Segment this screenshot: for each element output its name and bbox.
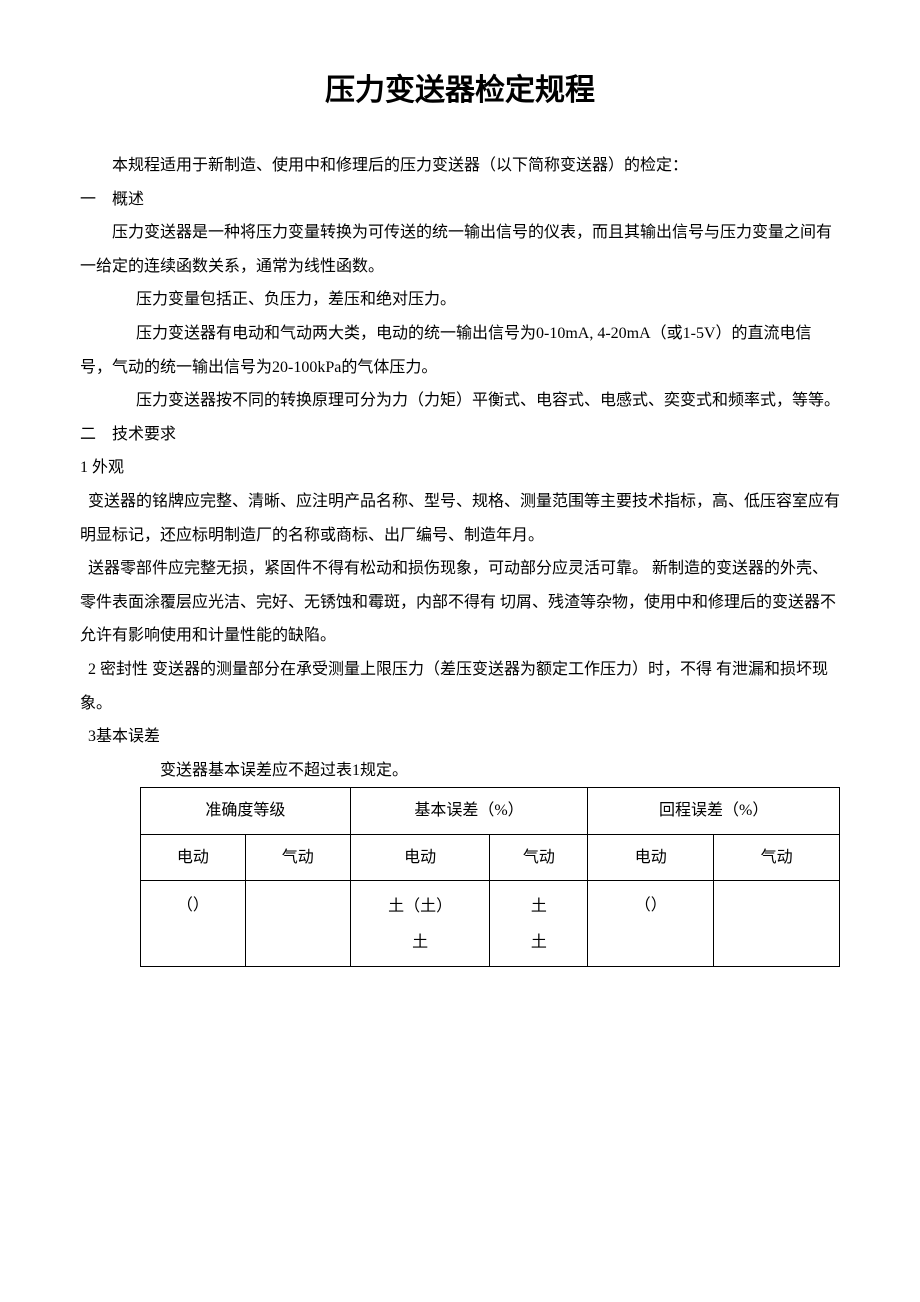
section-2-1-p1: 变送器的铭牌应完整、清晰、应注明产品名称、型号、规格、测量范围等主要技术指标，高…: [80, 485, 840, 552]
table-header-row-1: 准确度等级 基本误差（%） 回程误差（%）: [141, 788, 840, 835]
th-accuracy: 准确度等级: [141, 788, 351, 835]
section-2-2-p1: 2 密封性 变送器的测量部分在承受测量上限压力（差压变送器为额定工作压力）时，不…: [80, 653, 840, 720]
section-1-p3: 压力变送器有电动和气动两大类，电动的统一输出信号为0-10mA, 4-20mA（…: [80, 317, 840, 384]
cell-c3-line1: 土（土）: [355, 889, 486, 924]
error-table: 准确度等级 基本误差（%） 回程误差（%） 电动 气动 电动 气动 电动 气动 …: [140, 787, 840, 967]
th-pneumatic-2: 气动: [490, 834, 588, 881]
section-1-p4: 压力变送器按不同的转换原理可分为力（力矩）平衡式、电容式、电感式、奕变式和频率式…: [80, 384, 840, 418]
cell-c4-line2: 土: [494, 925, 583, 960]
section-2-heading: 二 技术要求: [80, 418, 840, 452]
th-pneumatic-1: 气动: [245, 834, 350, 881]
section-2-1-p2: 送器零部件应完整无损，紧固件不得有松动和损伤现象，可动部分应灵活可靠。 新制造的…: [80, 552, 840, 653]
section-1-p2: 压力变量包括正、负压力，差压和绝对压力。: [80, 283, 840, 317]
th-return-error: 回程误差（%）: [588, 788, 840, 835]
section-2-3-heading: 3基本误差: [80, 720, 840, 754]
section-2-1-heading: 1 外观: [80, 451, 840, 485]
intro-paragraph: 本规程适用于新制造、使用中和修理后的压力变送器（以下简称变送器）的检定：: [80, 149, 840, 183]
cell-basic-error-electric: 土（土） 土: [350, 881, 490, 966]
cell-c3-line2: 土: [355, 925, 486, 960]
section-1-heading: 一 概述: [80, 183, 840, 217]
table-data-row: （） 土（土） 土 土 土 （）: [141, 881, 840, 966]
page-title: 压力变送器检定规程: [80, 65, 840, 109]
cell-return-error-pneumatic: [714, 881, 840, 966]
cell-basic-error-pneumatic: 土 土: [490, 881, 588, 966]
th-electric-2: 电动: [350, 834, 490, 881]
table-caption: 变送器基本误差应不超过表1规定。: [80, 754, 840, 788]
table-header-row-2: 电动 气动 电动 气动 电动 气动: [141, 834, 840, 881]
th-electric-3: 电动: [588, 834, 714, 881]
th-basic-error: 基本误差（%）: [350, 788, 588, 835]
th-electric-1: 电动: [141, 834, 246, 881]
document-body: 本规程适用于新制造、使用中和修理后的压力变送器（以下简称变送器）的检定： 一 概…: [80, 149, 840, 967]
cell-accuracy-electric: （）: [141, 881, 246, 966]
th-pneumatic-3: 气动: [714, 834, 840, 881]
cell-c4-line1: 土: [494, 889, 583, 924]
cell-return-error-electric: （）: [588, 881, 714, 966]
section-1-p1: 压力变送器是一种将压力变量转换为可传送的统一输出信号的仪表，而且其输出信号与压力…: [80, 216, 840, 283]
cell-accuracy-pneumatic: [245, 881, 350, 966]
